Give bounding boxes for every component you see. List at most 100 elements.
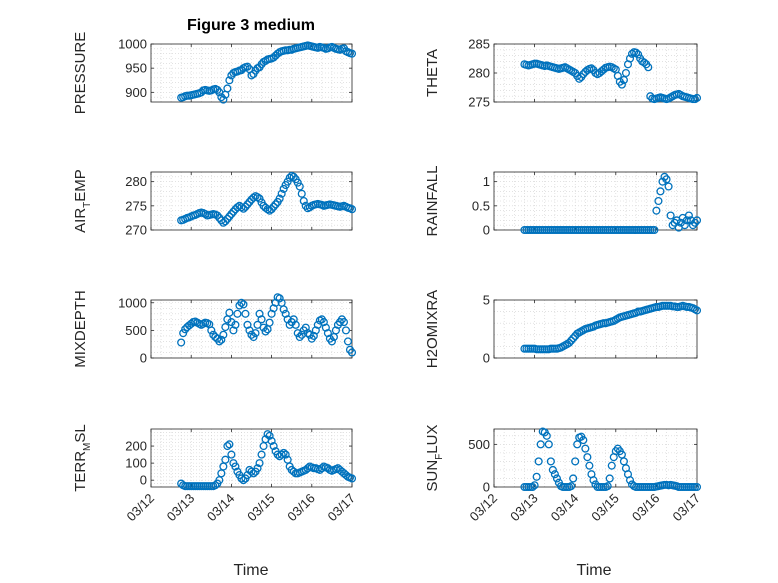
data-point	[225, 76, 234, 85]
data-point	[223, 214, 232, 223]
data-point	[530, 481, 539, 490]
data-point	[245, 197, 254, 207]
data-point	[297, 189, 306, 198]
data-point	[219, 330, 228, 339]
data-point	[211, 481, 220, 490]
data-point	[567, 336, 576, 345]
data-point	[347, 205, 357, 214]
data-point	[686, 216, 695, 225]
data-point	[575, 74, 584, 83]
y-tick-label: 0.5	[472, 198, 490, 213]
data-point	[277, 450, 286, 459]
data-point	[279, 305, 288, 314]
axes-frame-airtemp	[150, 171, 353, 231]
y-tick-label: 285	[468, 37, 490, 52]
panel-h2omixra: 0 5 H2OMIXRA	[424, 290, 702, 368]
data-point	[217, 335, 226, 344]
data-point	[221, 323, 230, 332]
x-tick-label: 03/12	[467, 491, 501, 525]
data-point	[281, 450, 290, 459]
y-tick-label: 275	[468, 95, 490, 110]
x-tick-label: 03/17	[670, 491, 704, 525]
data-point	[305, 330, 314, 339]
x-tick-label: 03/13	[164, 491, 198, 525]
data-point	[283, 177, 292, 186]
data-point	[625, 476, 635, 485]
data-point	[227, 450, 236, 459]
series-theta	[520, 48, 702, 104]
data-point	[666, 211, 675, 220]
data-point	[225, 212, 234, 221]
y-tick-label: 1000	[118, 295, 147, 310]
data-point	[271, 200, 280, 209]
data-point	[581, 444, 590, 453]
data-point	[301, 201, 310, 210]
data-point	[658, 177, 667, 186]
data-point	[607, 461, 616, 470]
data-point	[339, 318, 349, 327]
data-point	[241, 202, 250, 211]
data-point	[544, 440, 553, 449]
data-point	[277, 189, 286, 198]
y-axis-label-h2omixra: H2OMIXRA	[424, 290, 441, 368]
data-point	[269, 202, 278, 211]
panel-mixdepth: 0 500 1000 MIXDEPTH	[72, 290, 357, 368]
data-point	[682, 216, 691, 225]
y-tick-label: 0	[140, 473, 147, 488]
y-tick-label: 200	[125, 439, 147, 454]
data-point	[239, 476, 248, 485]
data-point	[237, 474, 246, 483]
data-point	[327, 337, 336, 346]
data-point	[603, 482, 612, 491]
y-tick-label: 500	[125, 323, 147, 338]
figure-title: Figure 3 medium	[187, 17, 315, 34]
data-point	[233, 309, 242, 318]
axes-frame-h2omixra	[493, 299, 698, 359]
data-point	[548, 465, 557, 474]
data-point	[632, 48, 641, 57]
data-point	[634, 50, 643, 59]
y-axis-label-sunflux: SUNFLUX	[424, 425, 445, 492]
data-point	[213, 85, 222, 94]
x-axis-label-left: Time	[234, 562, 269, 579]
data-point	[546, 457, 555, 466]
grid-sunflux	[494, 429, 697, 487]
data-point	[251, 329, 260, 338]
data-point	[243, 200, 252, 209]
data-point	[347, 348, 357, 357]
y-tick-label: 275	[125, 198, 147, 213]
data-point	[534, 457, 543, 466]
data-point	[542, 431, 551, 440]
series-sunflux	[520, 427, 702, 492]
data-point	[257, 450, 266, 459]
data-point	[201, 210, 210, 219]
data-point	[680, 221, 689, 230]
axes-frame-pressure	[150, 43, 353, 103]
data-point	[255, 194, 264, 203]
data-point	[583, 453, 592, 462]
data-point	[249, 469, 258, 478]
data-point	[291, 320, 300, 329]
x-tick-label: 03/16	[284, 491, 318, 525]
data-point	[239, 204, 248, 213]
data-point	[249, 332, 258, 342]
data-point	[247, 467, 256, 476]
series-rainfall	[520, 172, 702, 235]
data-point	[585, 461, 594, 470]
data-point	[589, 476, 598, 485]
x-tick-label: 03/15	[588, 491, 622, 525]
data-point	[257, 315, 266, 324]
y-tick-label: 0	[483, 351, 490, 366]
data-point	[225, 440, 234, 449]
data-point	[247, 330, 256, 339]
y-tick-label: 1	[483, 174, 490, 189]
data-point	[219, 95, 228, 104]
y-tick-label: 500	[468, 437, 490, 452]
data-point	[275, 194, 284, 203]
data-point	[225, 308, 234, 317]
data-point	[692, 482, 702, 492]
panel-sunflux: 03/12 03/13 03/14 03/15 03/16 03/17 0 500 SUNFLU…	[424, 425, 703, 525]
y-axis-label-airtemp: AIRTEMP	[72, 169, 93, 233]
y-tick-label: 280	[468, 66, 490, 81]
